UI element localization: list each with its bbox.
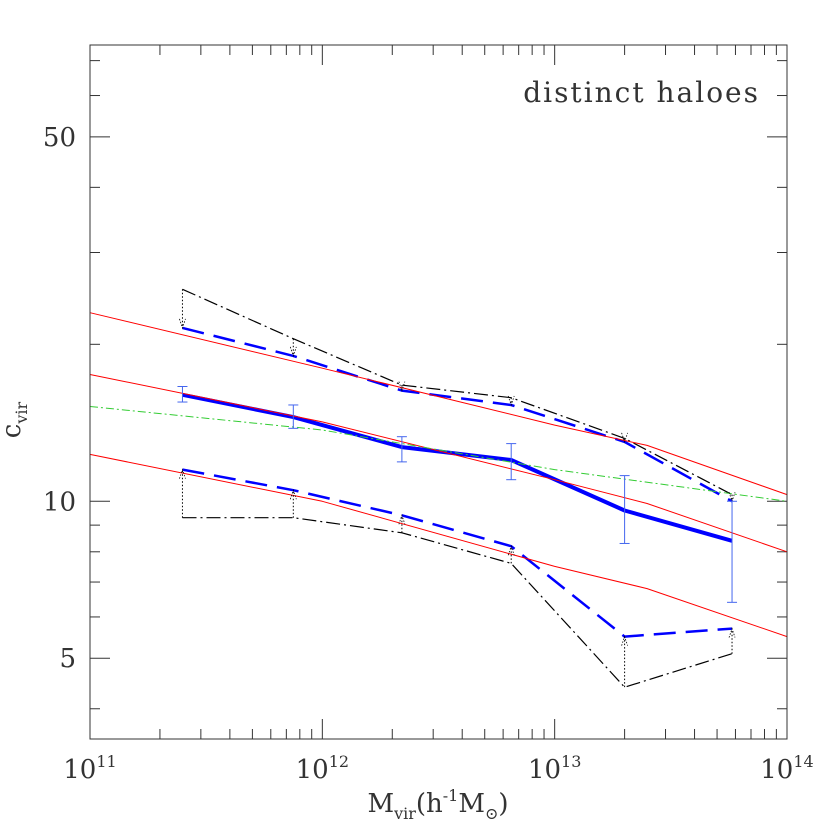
series-line-6 [89,312,788,496]
x-tick-label: 1012 [296,752,349,785]
y-axis-label: cvir [0,401,31,438]
series-line-3 [182,468,733,638]
connector-arrowhead [289,488,297,500]
connector-arrowhead [289,346,297,358]
series-line-5 [182,517,733,688]
connector-arrowhead [179,318,186,330]
connector-arrowhead [398,514,406,525]
x-axis-label: Mvir(h-1M⊙) [367,786,508,823]
y-tick-label: 5 [59,644,76,674]
connector-arrowhead [621,635,628,646]
y-tick-label: 10 [43,487,76,517]
minor-ticks [90,45,787,739]
connector-arrowhead [621,432,628,444]
error-bars [177,386,738,603]
x-tick-label: 1014 [760,752,813,785]
series-line-7 [89,374,788,553]
data-curves [89,288,788,688]
connector-arrowhead [507,395,515,407]
dotted-connectors [179,289,736,688]
x-tick-label: 1013 [528,752,581,785]
major-ticks [89,45,788,739]
plot-frame [89,44,788,740]
connector-arrowhead [398,381,406,392]
y-tick-label: 50 [43,123,76,153]
series-line-9 [89,406,788,502]
series-line-1 [182,392,733,543]
annotation-label: distinct haloes [523,76,760,109]
connector-arrowhead [728,627,736,638]
connector-arrowhead [179,468,186,479]
series-line-4 [182,288,733,496]
series-line-8 [89,453,788,638]
connector-arrowhead [507,544,515,556]
series-line-2 [182,326,733,503]
x-tick-label: 1011 [63,752,116,785]
y-tick-labels: 5 10 50 [43,123,76,674]
x-tick-labels: 1011 1012 1013 1014 [63,752,813,785]
